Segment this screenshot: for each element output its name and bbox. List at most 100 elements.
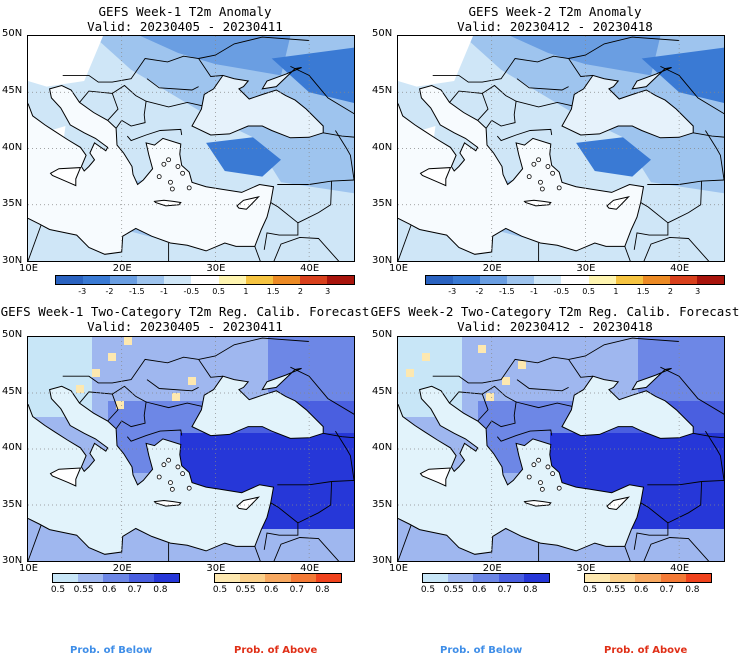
lon-tick-label: 10E [19, 563, 39, 574]
colorbar-swatch [534, 276, 562, 284]
colorbar-label: 0.7 [659, 585, 674, 595]
colorbar-label: 0.6 [634, 585, 649, 595]
map-svg [398, 337, 724, 561]
lat-tick-label: 30N [2, 555, 23, 566]
colorbar-label: -3 [448, 287, 457, 296]
lat-tick-label: 40N [2, 141, 23, 153]
panel-valid-dates: Valid: 20230412 - 20230418 [457, 319, 653, 334]
colorbar-swatch [265, 574, 291, 582]
colorbar-swatch [588, 276, 616, 284]
lat-tick-label: 50N [372, 28, 393, 39]
panel-title: GEFS Week-1 T2m Anomaly [98, 4, 272, 19]
lon-tick-label: 30E [576, 263, 596, 274]
colorbar-label: 0.6 [264, 585, 279, 595]
lat-tick-label: 45N [372, 84, 393, 96]
colorbar-label: 1.5 [636, 287, 650, 296]
colorbar-label: -2 [475, 287, 484, 296]
colorbar-label: 0.7 [497, 585, 512, 595]
lon-tick-label: 30E [206, 563, 226, 574]
colorbar-swatch [642, 276, 670, 284]
panel-week1-probability: GEFS Week-1 Two-Category T2m Reg. Calib.… [0, 300, 370, 662]
lat-tick-label: 30N [372, 255, 393, 266]
lon-tick-label: 40E [300, 263, 320, 274]
colorbar-swatch [326, 276, 355, 284]
colorbar-label: 0.55 [235, 585, 256, 595]
colorbar-swatch [240, 574, 266, 582]
lat-tick-label: 45N [2, 385, 23, 397]
lon-tick-label: 20E [112, 263, 132, 274]
colorbar-label: 0.55 [443, 585, 464, 595]
colorbar-swatch [103, 574, 129, 582]
colorbar-swatch [635, 574, 661, 582]
colorbar-swatch [290, 574, 316, 582]
colorbar-swatch [78, 574, 104, 582]
lat-tick-label: 30N [372, 555, 393, 566]
anomaly-map [27, 35, 355, 262]
lat-tick-label: 35N [2, 198, 23, 210]
colorbar-swatch [137, 276, 165, 284]
colorbar-label: 1 [613, 287, 619, 296]
lat-tick-label: 50N [2, 329, 23, 340]
colorbar-label: 0.7 [127, 585, 142, 595]
lat-tick-label: 40N [372, 141, 393, 153]
lat-tick-label: 45N [2, 84, 23, 96]
panel-week2-probability: GEFS Week-2 Two-Category T2m Reg. Calib.… [370, 300, 740, 662]
colorbar-label: -0.5 [553, 287, 570, 296]
colorbar-label: 0.5 [420, 585, 436, 595]
prob-above-colorbar [584, 573, 712, 583]
colorbar-swatch [498, 574, 524, 582]
lon-tick-label: 10E [19, 263, 39, 274]
panel-week2-anomaly: GEFS Week-2 T2m Anomaly Valid: 20230412 … [370, 0, 740, 300]
lat-tick-label: 30N [2, 255, 23, 266]
colorbar-label: 0.5 [212, 287, 225, 296]
colorbar-swatch [128, 574, 154, 582]
map-svg [28, 36, 354, 261]
lat-tick-label: 35N [372, 498, 393, 510]
footer-prob-below: Prob. of Below [440, 645, 523, 656]
colorbar-label: 0.7 [289, 585, 304, 595]
colorbar-swatch [585, 574, 611, 582]
lon-tick-label: 20E [112, 563, 132, 574]
colorbar-swatch [480, 276, 508, 284]
panel-valid-dates: Valid: 20230412 - 20230418 [457, 19, 653, 34]
lon-tick-label: 30E [576, 563, 596, 574]
colorbar-swatch [218, 276, 246, 284]
lon-tick-label: 30E [206, 263, 226, 274]
colorbar-label: 0.5 [582, 585, 598, 595]
lat-tick-label: 40N [372, 442, 393, 453]
colorbar-swatch [164, 276, 192, 284]
colorbar-swatch [523, 574, 550, 582]
panel-title: GEFS Week-1 Two-Category T2m Reg. Calib.… [0, 304, 370, 319]
colorbar-label: 0.8 [315, 585, 330, 595]
panel-title: GEFS Week-2 Two-Category T2m Reg. Calib.… [370, 304, 740, 319]
colorbar-label: -0.5 [183, 287, 200, 296]
colorbar-label: -2 [105, 287, 114, 296]
footer-prob-above: Prob. of Above [604, 645, 688, 656]
colorbar-swatch [299, 276, 327, 284]
colorbar-label: 0.6 [472, 585, 487, 595]
colorbar-label: 3 [695, 287, 701, 296]
panel-valid-dates: Valid: 20230405 - 20230411 [87, 319, 283, 334]
colorbar-swatch [473, 574, 499, 582]
lat-tick-label: 50N [2, 28, 23, 39]
colorbar-swatch [448, 574, 474, 582]
colorbar-label: -1 [160, 287, 169, 296]
colorbar-swatch [153, 574, 180, 582]
colorbar-label: 0.55 [605, 585, 626, 595]
lat-tick-label: 40N [2, 442, 23, 453]
colorbar-swatch [453, 276, 481, 284]
lat-tick-label: 50N [372, 329, 393, 340]
lon-tick-label: 40E [670, 563, 690, 574]
colorbar-swatch [215, 574, 241, 582]
lon-tick-label: 40E [670, 263, 690, 274]
anomaly-map [397, 35, 725, 262]
colorbar-swatch [83, 276, 111, 284]
colorbar-label: 2 [667, 287, 673, 296]
probability-map [27, 336, 355, 562]
colorbar-label: 2 [297, 287, 303, 296]
prob-below-colorbar [422, 573, 550, 583]
map-svg [398, 36, 724, 261]
anomaly-field-strong [206, 137, 281, 177]
lon-tick-label: 20E [482, 263, 502, 274]
colorbar-swatch [272, 276, 300, 284]
